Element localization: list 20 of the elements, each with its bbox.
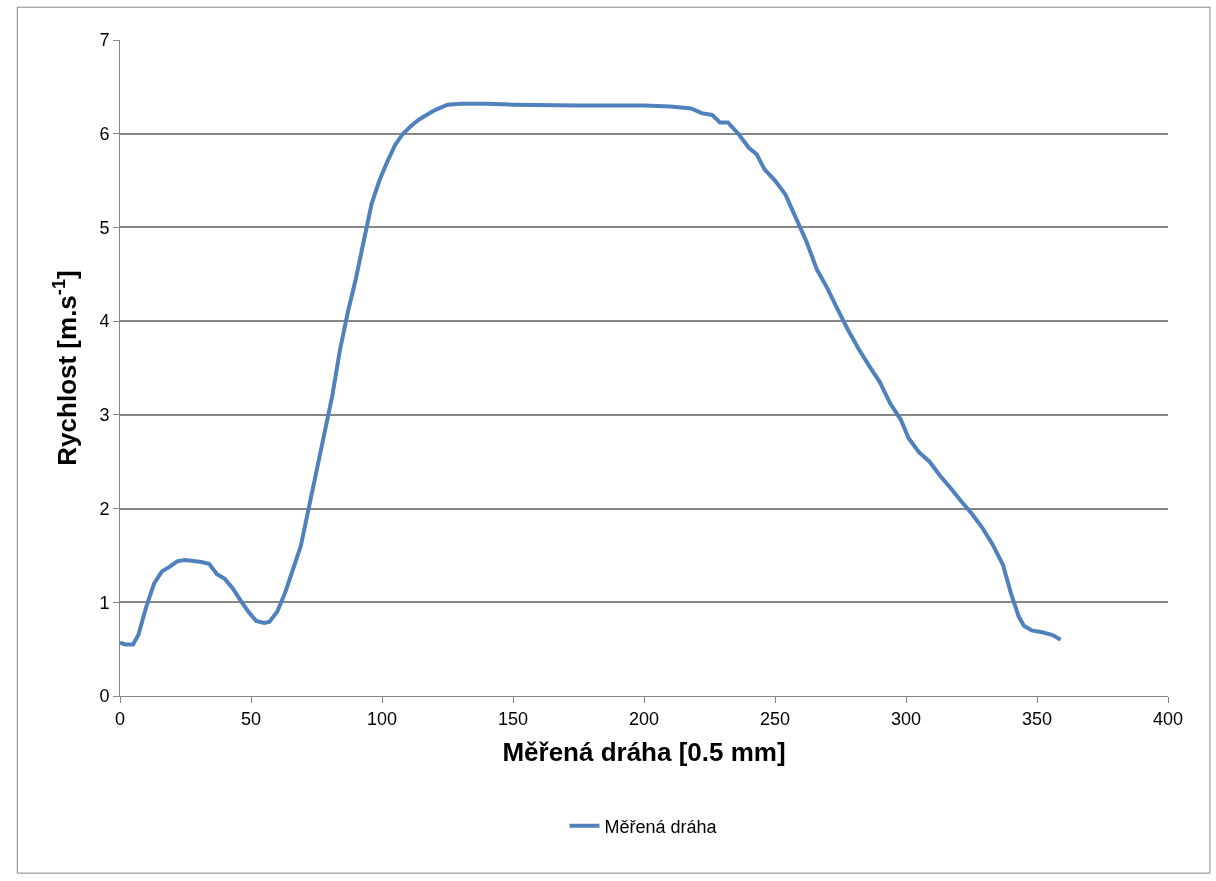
y-tick-label: 1 [99,592,110,613]
x-tick-label: 300 [890,708,922,729]
legend-label: Měřená dráha [604,816,718,837]
y-tick-label: 3 [99,405,110,426]
line-series [120,101,1063,647]
y-tick-label: 7 [99,30,110,51]
y-tick-label: 0 [99,686,110,707]
x-axis-title: Měřená dráha [0.5 mm] [502,737,786,768]
x-tick-label: 150 [497,708,529,729]
y-tick-label: 4 [99,311,110,332]
x-tick-label: 400 [1152,708,1184,729]
x-tick-label: 200 [628,708,660,729]
x-tick-label: 0 [114,708,126,729]
x-tick-label: 100 [366,708,398,729]
x-tick-label: 250 [759,708,791,729]
y-tick-label: 2 [99,498,110,519]
x-tick-label: 350 [1021,708,1053,729]
y-tick-label: 5 [99,217,110,238]
x-tick-label: 50 [240,708,262,729]
y-tick-label: 6 [99,124,110,145]
